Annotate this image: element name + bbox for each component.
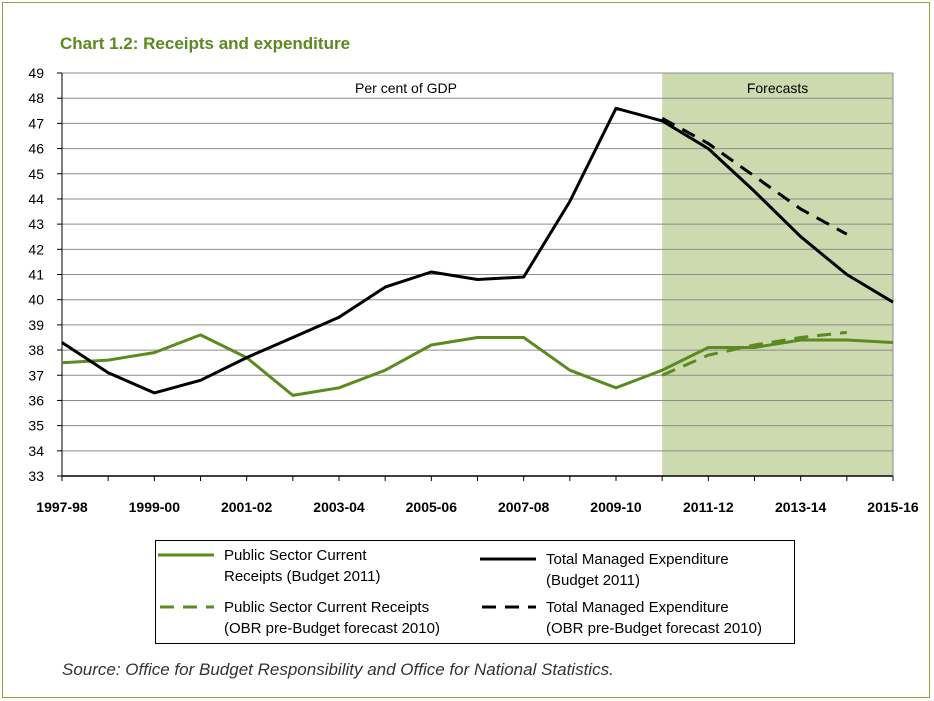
y-tick-label: 43 bbox=[28, 216, 44, 232]
x-tick-label: 2007-08 bbox=[498, 499, 550, 515]
x-tick-label: 1997-98 bbox=[36, 499, 88, 515]
x-tick-label: 2009-10 bbox=[590, 499, 642, 515]
legend-item-expenditure-budget: Total Managed Expenditure (Budget 2011) bbox=[478, 549, 729, 591]
x-tick-label: 1999-00 bbox=[129, 499, 181, 515]
series-line-2 bbox=[61, 106, 894, 395]
legend-swatch-expenditure-solid bbox=[480, 557, 536, 561]
annotation-forecasts: Forecasts bbox=[747, 80, 808, 96]
x-tick-label: 2003-04 bbox=[313, 499, 365, 515]
y-tick-label: 33 bbox=[28, 468, 44, 484]
y-tick-label: 49 bbox=[28, 65, 44, 81]
y-tick-label: 38 bbox=[28, 342, 44, 358]
series-line-3 bbox=[661, 330, 847, 377]
y-tick-label: 45 bbox=[28, 166, 44, 182]
y-tick-label: 35 bbox=[28, 418, 44, 434]
x-tick-label: 2011-12 bbox=[683, 499, 734, 515]
y-tick-label: 48 bbox=[28, 90, 44, 106]
series-line-4 bbox=[661, 116, 848, 236]
y-tick-label: 41 bbox=[28, 267, 44, 283]
y-tick-label: 42 bbox=[28, 241, 44, 257]
legend-label-line2: (OBR pre-Budget forecast 2010) bbox=[224, 620, 440, 637]
legend-swatch-receipts-solid bbox=[158, 553, 214, 557]
legend-label-line1: Total Managed Expenditure bbox=[546, 551, 729, 568]
y-tick-label: 44 bbox=[28, 191, 44, 207]
legend-label-line1: Public Sector Current Receipts bbox=[224, 599, 430, 616]
chart-legend: Public Sector Current Receipts (Budget 2… bbox=[155, 540, 795, 644]
legend-item-expenditure-obr: Total Managed Expenditure (OBR pre-Budge… bbox=[478, 597, 762, 639]
y-tick-label: 34 bbox=[28, 443, 44, 459]
y-tick-label: 47 bbox=[28, 115, 44, 131]
legend-label-line1: Public Sector Current bbox=[224, 547, 367, 564]
legend-label-line2: (Budget 2011) bbox=[546, 572, 640, 589]
legend-item-receipts-obr: Public Sector Current Receipts (OBR pre-… bbox=[156, 597, 440, 639]
legend-label-line2: (OBR pre-Budget forecast 2010) bbox=[546, 620, 762, 637]
y-tick-label: 40 bbox=[28, 292, 44, 308]
y-tick-label: 37 bbox=[28, 367, 44, 383]
x-tick-label: 2001-02 bbox=[221, 499, 273, 515]
annotation-per-cent-of-gdp: Per cent of GDP bbox=[355, 80, 457, 96]
chart-source: Source: Office for Budget Responsibility… bbox=[62, 660, 614, 679]
legend-swatch-receipts-dashed bbox=[160, 605, 214, 609]
series-line-1 bbox=[61, 333, 894, 397]
legend-item-receipts-budget: Public Sector Current Receipts (Budget 2… bbox=[156, 545, 380, 587]
y-tick-label: 39 bbox=[28, 317, 44, 333]
x-tick-label: 2015-16 bbox=[867, 499, 919, 515]
legend-label-line2: Receipts (Budget 2011) bbox=[224, 568, 381, 585]
x-tick-label: 2013-14 bbox=[775, 499, 827, 515]
chart-title: Chart 1.2: Receipts and expenditure bbox=[60, 34, 351, 53]
legend-swatch-expenditure-dashed bbox=[482, 605, 536, 609]
y-tick-label: 46 bbox=[28, 141, 44, 157]
y-tick-label: 36 bbox=[28, 392, 44, 408]
legend-label-line1: Total Managed Expenditure bbox=[546, 599, 729, 616]
x-tick-label: 2005-06 bbox=[406, 499, 458, 515]
